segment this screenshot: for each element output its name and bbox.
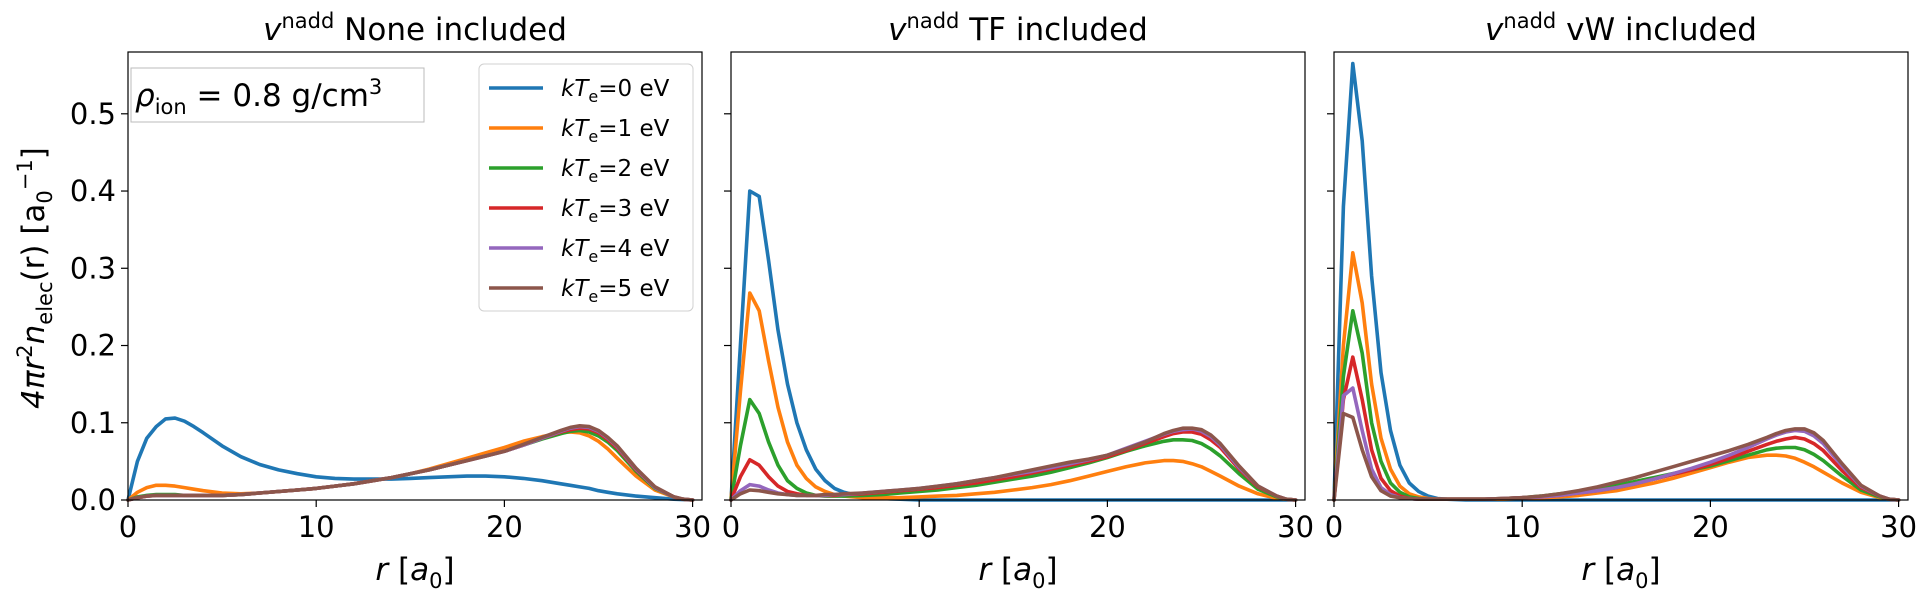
legend-label: kTe=5 eV xyxy=(561,276,670,306)
legend: kTe=0 eV kTe=1 eV kTe=2 eV kTe=3 eV kTe=4 eV… xyxy=(478,63,694,312)
x-tick-label: 20 xyxy=(1692,510,1729,544)
series-line-kt-e-5-ev xyxy=(1332,411,1901,502)
series-line-kt-e-5-ev xyxy=(729,426,1298,502)
x-tick-label: 30 xyxy=(674,510,711,544)
x-tick-label: 10 xyxy=(901,510,938,544)
x-tick-label: 10 xyxy=(1504,510,1541,544)
y-axis-label: 4πr2nelec(r) [a0−1] xyxy=(13,147,57,409)
legend-label: kTe=1 eV xyxy=(561,116,670,146)
legend-entry: kTe=2 eV xyxy=(489,156,670,186)
legend-label: kTe=2 eV xyxy=(561,156,670,186)
x-tick-label: 20 xyxy=(486,510,523,544)
x-tick-label: 0 xyxy=(722,510,740,544)
x-tick-label: 20 xyxy=(1089,510,1126,544)
y-tick-label: 0.4 xyxy=(70,174,116,208)
y-tick-label: 0.1 xyxy=(70,406,116,440)
series-line-kt-e-3-ev xyxy=(729,430,1298,502)
legend-entry: kTe=5 eV xyxy=(489,276,670,306)
series-line-kt-e-2-ev xyxy=(1332,309,1901,502)
series-line-kt-e-0-ev xyxy=(729,189,1298,502)
legend-label: kTe=3 eV xyxy=(561,196,670,226)
legend-entry: kTe=3 eV xyxy=(489,196,670,226)
legend-label: kTe=0 eV xyxy=(561,76,670,106)
y-tick-label: 0.0 xyxy=(70,483,116,517)
series-line-kt-e-3-ev xyxy=(1332,355,1901,502)
y-tick-label: 0.3 xyxy=(70,251,116,285)
x-axis-label: r [a0] xyxy=(375,552,454,593)
panel-2: vnadd TF included 0 10 20 30 r [a0] xyxy=(722,9,1314,593)
panel-title: vnadd TF included xyxy=(888,9,1148,48)
x-tick-label: 0 xyxy=(119,510,137,544)
series-line-kt-e-1-ev xyxy=(729,291,1298,502)
plot-frame xyxy=(1333,51,1909,501)
x-tick-label: 10 xyxy=(298,510,335,544)
series-line-kt-e-0-ev xyxy=(126,416,695,502)
legend-entry: kTe=1 eV xyxy=(489,116,670,146)
panel-title: vnadd vW included xyxy=(1485,9,1757,48)
x-tick-label: 30 xyxy=(1277,510,1314,544)
y-tick-label: 0.2 xyxy=(70,329,116,363)
annotation-text: ρion = 0.8 g/cm3 xyxy=(135,75,382,119)
y-tick-label: 0.5 xyxy=(70,97,116,131)
density-annotation: ρion = 0.8 g/cm3 xyxy=(130,67,425,123)
series-line-kt-e-2-ev xyxy=(729,397,1298,502)
x-axis-label: r [a0] xyxy=(1581,552,1660,593)
annotation-box xyxy=(130,67,425,123)
x-tick-label: 0 xyxy=(1325,510,1343,544)
panel-title: vnadd None included xyxy=(263,9,567,48)
panel-1: vnadd None included 0 10 20 30 0.0 0.1 0.2 0.3 0.… xyxy=(70,9,711,593)
legend-label: kTe=4 eV xyxy=(561,236,670,266)
legend-entry: kTe=0 eV xyxy=(489,76,670,106)
panel-3: vnadd vW included 0 10 20 30 r [a0] xyxy=(1325,9,1917,593)
x-axis-label: r [a0] xyxy=(978,552,1057,593)
plot-frame xyxy=(127,51,703,501)
legend-entry: kTe=4 eV xyxy=(489,236,670,266)
x-tick-label: 30 xyxy=(1880,510,1917,544)
plot-frame xyxy=(730,51,1306,501)
series-line-kt-e-5-ev xyxy=(126,424,695,502)
series-line-kt-e-1-ev xyxy=(1332,251,1901,502)
